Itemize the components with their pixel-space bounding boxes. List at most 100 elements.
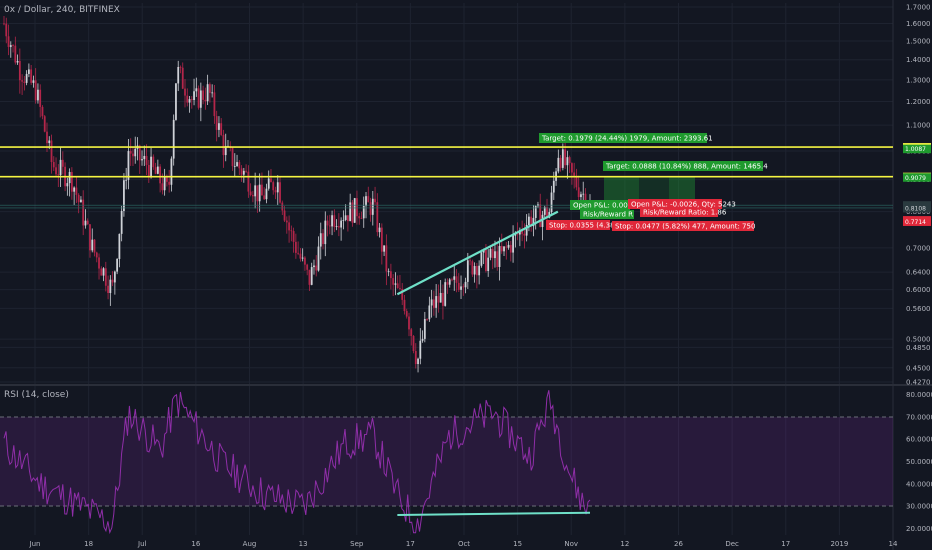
candle-body-26 (61, 159, 64, 167)
candle-body-63 (145, 155, 148, 165)
candle-body-247 (561, 149, 564, 168)
candle-body-132 (301, 257, 304, 259)
candle-body-187 (426, 319, 428, 320)
price-tag-box-1 (903, 144, 931, 154)
candle-body-148 (337, 226, 340, 228)
candle-body-10 (25, 73, 28, 83)
rsi-band-fill (0, 416, 893, 507)
date-tick-label-9: 15 (513, 540, 522, 548)
candle-body-194 (442, 292, 444, 306)
candle-body-224 (509, 244, 512, 253)
candle-body-44 (102, 268, 105, 276)
candle-body-220 (500, 246, 503, 252)
candle-body-62 (143, 155, 146, 160)
price-tick-label-0: 1.7000 (906, 4, 931, 12)
candle-body-200 (455, 276, 458, 283)
price-tick-label-1: 1.6000 (906, 20, 931, 28)
candle-body-211 (480, 252, 483, 266)
date-tick-label-2: Jul (137, 540, 147, 548)
candle-body-64 (147, 164, 150, 177)
candle-body-108 (247, 171, 250, 192)
price-tag-label-1: 1.0087 (905, 146, 926, 153)
candle-body-251 (570, 163, 573, 173)
candle-body-165 (376, 202, 379, 233)
price-tag-box-6 (903, 203, 931, 213)
price-tag-label-8: 0.7714 (905, 219, 926, 226)
candle-body-254 (577, 187, 580, 198)
candle-body-141 (322, 233, 324, 245)
candle-body-54 (125, 179, 128, 181)
candle-body-70 (161, 183, 164, 191)
second-target-label: Target: 0.0888 (10.84%) 888, Amount: 146… (605, 163, 768, 171)
candle-body-172 (392, 278, 395, 285)
candle-body-188 (428, 305, 431, 320)
second-open-pnl-label: Open P&L: -0.0026, Qty: 5243 (631, 201, 736, 209)
candle-body-76 (175, 83, 177, 120)
candle-body-204 (464, 281, 467, 288)
candle-body-150 (342, 220, 345, 221)
date-tick-label-11: 12 (620, 540, 629, 548)
price-tag-box-3 (903, 173, 931, 182)
price-tag-label-6: 0.8108 (905, 205, 926, 212)
candle-body-51 (118, 233, 121, 259)
candle-body-90 (206, 84, 209, 102)
second-open-pnl-label-box (628, 199, 722, 209)
rsi-title: RSI (14, close) (4, 390, 69, 400)
candle-body-122 (279, 182, 281, 203)
date-tick-label-12: 26 (674, 540, 683, 548)
second-target-label-box (603, 161, 763, 171)
candle-body-208 (473, 266, 476, 275)
price-tick-label-2: 1.5000 (906, 37, 931, 45)
candle-body-74 (170, 158, 173, 185)
candle-body-205 (466, 260, 469, 282)
candle-body-43 (100, 268, 103, 276)
date-tick-label-14: 17 (781, 540, 790, 548)
candle-body-202 (460, 286, 462, 290)
date-tick-label-13: Dec (725, 540, 739, 548)
candle-body-147 (335, 226, 338, 227)
candle-body-206 (469, 260, 471, 262)
date-tick-label-8: Oct (458, 540, 470, 548)
candle-body-227 (516, 232, 519, 235)
candle-body-231 (525, 224, 528, 236)
candle-body-154 (351, 202, 354, 223)
candle-body-14 (34, 80, 37, 101)
candle-body-6 (16, 60, 19, 63)
candle-body-28 (66, 183, 69, 187)
second-ratio-label-box (640, 208, 718, 217)
candle-body-11 (27, 69, 30, 74)
candle-body-49 (113, 271, 116, 283)
candle-body-18 (43, 116, 46, 132)
candle-body-190 (432, 299, 435, 308)
position-labels: Target: 0.1979 (24.44%) 1979, Amount: 23… (539, 133, 768, 231)
candle-body-77 (177, 66, 180, 84)
candle-body-116 (265, 188, 268, 200)
candle-body-155 (353, 198, 356, 223)
candle-body-72 (166, 176, 168, 182)
candle-body-104 (238, 162, 241, 169)
candle-body-2 (7, 36, 10, 47)
candle-body-114 (261, 184, 263, 196)
candle-body-181 (412, 335, 415, 352)
candle-body-21 (50, 140, 53, 163)
candle-body-133 (304, 257, 306, 265)
candle-body-41 (95, 252, 98, 258)
candle-body-107 (245, 170, 247, 172)
candle-body-95 (218, 123, 220, 130)
candle-body-110 (251, 194, 254, 197)
candle-body-207 (471, 261, 474, 275)
candle-body-58 (134, 148, 137, 157)
candle-body-82 (188, 99, 191, 103)
candle-body-84 (193, 91, 195, 101)
candle-body-93 (213, 92, 216, 117)
candle-body-75 (172, 119, 175, 159)
candle-body-109 (249, 191, 252, 195)
candle-body-153 (349, 202, 352, 222)
candle-body-142 (324, 220, 327, 245)
candle-body-0 (3, 23, 5, 25)
